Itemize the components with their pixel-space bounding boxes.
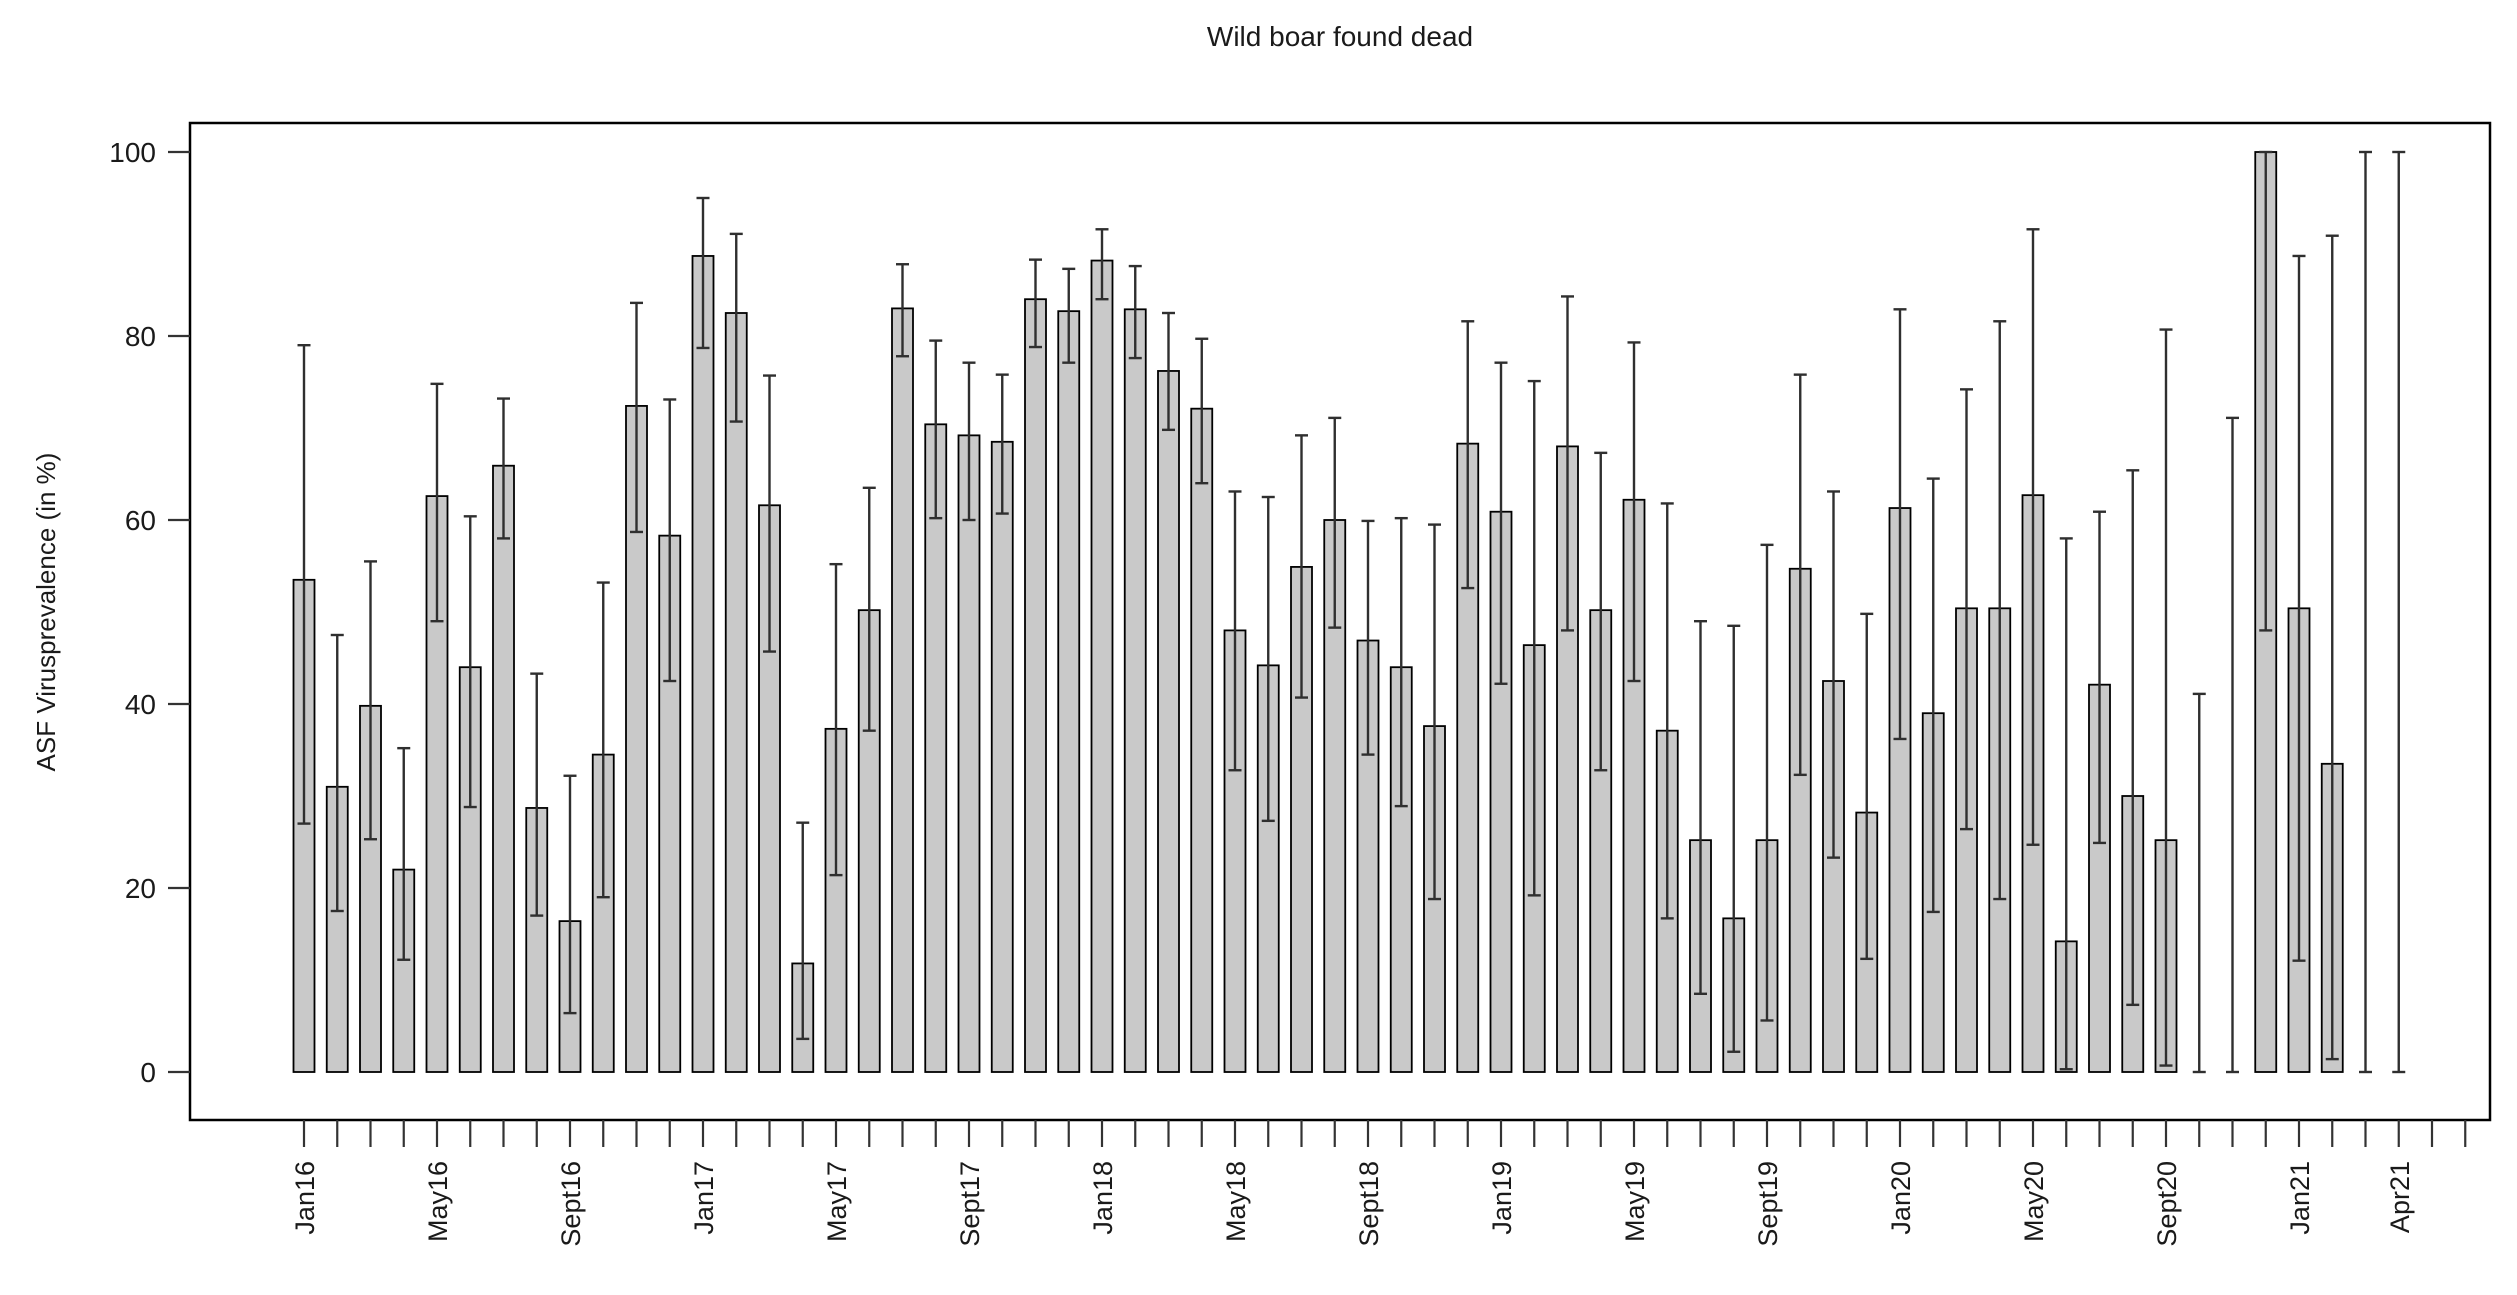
x-tick-label: Sept19 <box>1753 1161 1783 1247</box>
bar <box>924 423 948 1073</box>
x-tick-label: Jan18 <box>1088 1161 1118 1235</box>
x-tick-label: Jan20 <box>1886 1161 1916 1235</box>
x-tick-label: Apr21 <box>2385 1161 2415 1233</box>
x-tick-label: May16 <box>423 1161 453 1242</box>
x-tick-label: May17 <box>822 1161 852 1242</box>
x-tick-label: Sept17 <box>955 1161 985 1247</box>
bars-layer <box>292 151 2344 1073</box>
axes-layer: 0 20 40 60 80 100 Jan16 May16 Sept16 Jan17 May17 Se… <box>109 121 2492 1247</box>
x-tick-label: Sept20 <box>2152 1161 2182 1247</box>
x-tick-label: Sept18 <box>1354 1161 1384 1247</box>
x-tick-label: May20 <box>2019 1161 2049 1242</box>
bar <box>1090 259 1114 1073</box>
error-bars-layer <box>297 150 2406 1074</box>
bar <box>891 307 914 1073</box>
y-tick-label: 0 <box>140 1057 156 1088</box>
y-tick-label: 100 <box>109 137 156 168</box>
y-tick-label: 60 <box>125 505 156 536</box>
bar <box>1190 407 1214 1073</box>
plot-box <box>188 121 2492 1122</box>
bar <box>1057 310 1081 1073</box>
x-tick-label: May18 <box>1221 1161 1251 1242</box>
x-tick-label: Jan17 <box>689 1161 719 1235</box>
bar <box>957 434 981 1073</box>
x-tick-label: Jan19 <box>1487 1161 1517 1235</box>
y-axis-title: ASF Virusprevalence (in %) <box>31 453 61 772</box>
bar <box>691 255 715 1073</box>
chart-title: Wild boar found dead <box>1207 21 1473 52</box>
y-tick-label: 80 <box>125 321 156 352</box>
x-tick-label: Jan21 <box>2285 1161 2315 1235</box>
y-tick-label: 40 <box>125 689 156 720</box>
y-tick-label: 20 <box>125 873 156 904</box>
bar <box>1157 370 1180 1073</box>
bar <box>1024 298 1047 1073</box>
x-tick-label: Jan16 <box>290 1161 320 1235</box>
x-tick-label: Sept16 <box>556 1161 586 1247</box>
bar <box>990 440 1014 1073</box>
bar <box>724 312 748 1073</box>
x-tick-label: May19 <box>1620 1161 1650 1242</box>
bar <box>1123 308 1147 1073</box>
bar <box>492 464 515 1073</box>
